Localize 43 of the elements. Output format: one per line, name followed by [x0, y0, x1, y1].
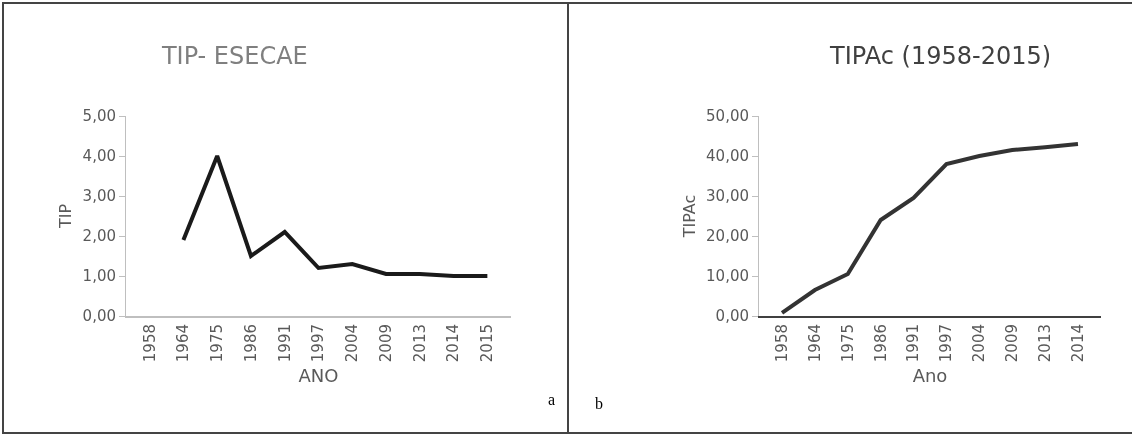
y-tick-label: 20,00	[706, 227, 749, 246]
x-tick-label: 2015	[478, 324, 497, 363]
y-axis-title: TIPAc	[679, 194, 699, 239]
chart-title: TIP- ESECAE	[160, 41, 308, 70]
y-tick-label: 30,00	[706, 187, 749, 206]
x-tick-label: 2013	[410, 324, 429, 363]
x-tick-label: 2014	[1068, 324, 1087, 363]
y-tick-label: 2,00	[82, 227, 116, 246]
y-tick-label: 0,00	[82, 307, 116, 326]
x-tick-label: 1964	[805, 324, 824, 363]
y-tick-label: 4,00	[82, 147, 116, 166]
x-tick-label: 1991	[904, 324, 923, 363]
y-tick-label: 50,00	[706, 107, 749, 126]
y-tick-label: 10,00	[706, 267, 749, 286]
chart-title: TIPAc (1958-2015)	[829, 41, 1052, 70]
line-series	[780, 142, 1080, 315]
y-tick-label: 0,00	[715, 307, 749, 326]
x-tick-label: 1975	[208, 324, 227, 363]
x-tick-label: 1958	[140, 324, 159, 363]
x-tick-label: 2004	[343, 324, 362, 363]
x-tick-label: 1975	[838, 324, 857, 363]
y-axis-title: TIP	[56, 203, 76, 230]
line-series	[181, 154, 490, 278]
x-axis-title: ANO	[298, 364, 339, 386]
x-tick-label: 1997	[937, 324, 956, 363]
x-tick-label: 1986	[871, 324, 890, 363]
x-tick-label: 1986	[241, 324, 260, 363]
x-tick-label: 1964	[174, 324, 193, 363]
x-tick-label: 2004	[970, 324, 989, 363]
text: b	[595, 395, 603, 412]
y-tick-label: 3,00	[82, 187, 116, 206]
x-tick-label: 1991	[275, 324, 294, 363]
x-tick-label: 2009	[376, 324, 395, 363]
x-tick-label: 1958	[772, 324, 791, 363]
y-tick-label: 40,00	[706, 147, 749, 166]
text: a	[548, 391, 556, 408]
x-axis-title: Ano	[912, 364, 948, 386]
y-tick-label: 5,00	[82, 107, 116, 126]
x-tick-label: 2014	[444, 324, 463, 363]
y-tick-label: 1,00	[82, 267, 116, 286]
x-tick-label: 1997	[309, 324, 328, 363]
x-tick-label: 2013	[1035, 324, 1054, 363]
x-tick-label: 2009	[1003, 324, 1022, 363]
